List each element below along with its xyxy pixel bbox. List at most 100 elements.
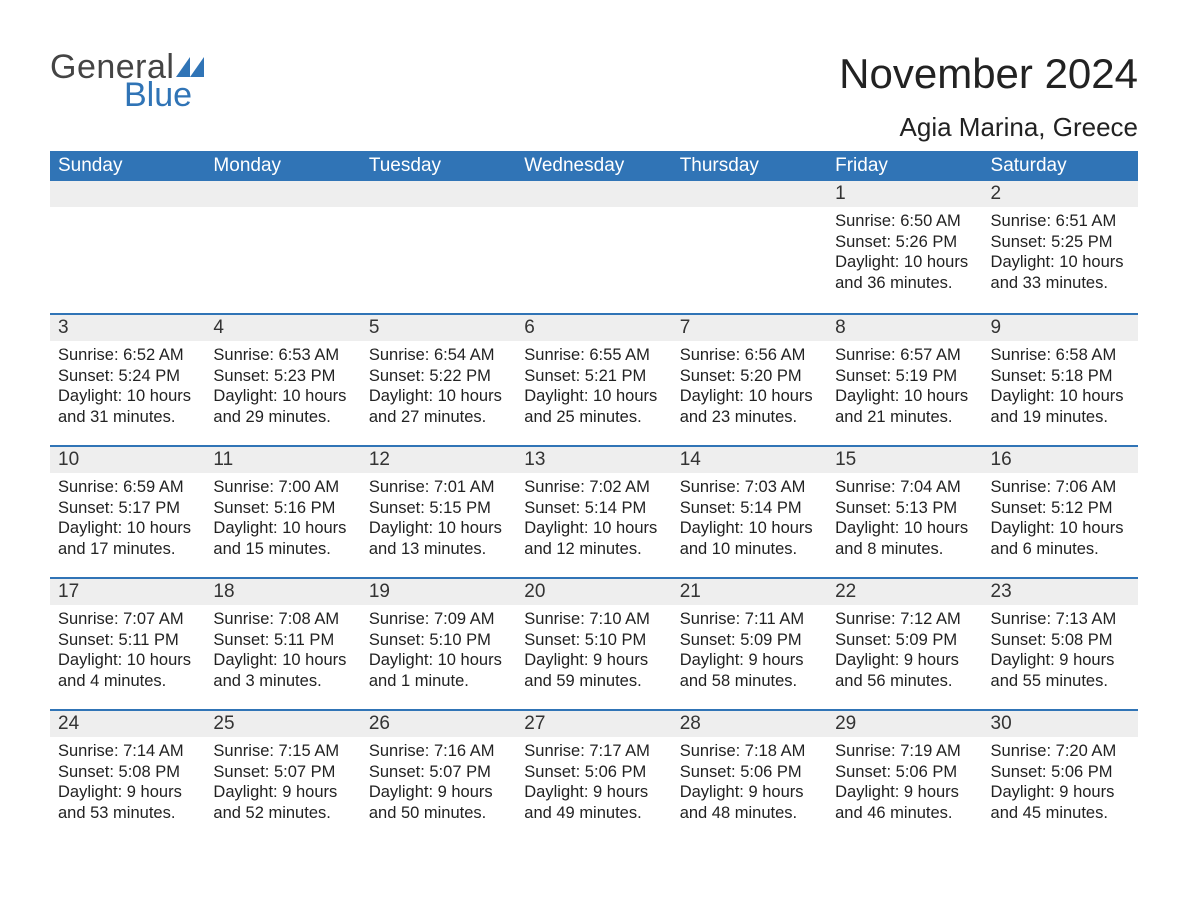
- day-number: 29: [827, 709, 982, 737]
- day-details: Sunrise: 7:03 AMSunset: 5:14 PMDaylight:…: [672, 473, 827, 568]
- calendar-cell: 2Sunrise: 6:51 AMSunset: 5:25 PMDaylight…: [983, 181, 1138, 313]
- sunset-line: Sunset: 5:21 PM: [524, 366, 663, 387]
- day-details: Sunrise: 7:09 AMSunset: 5:10 PMDaylight:…: [361, 605, 516, 700]
- sunrise-line: Sunrise: 6:55 AM: [524, 345, 663, 366]
- day-number: 20: [516, 577, 671, 605]
- calendar-cell: 3Sunrise: 6:52 AMSunset: 5:24 PMDaylight…: [50, 313, 205, 445]
- sunset-line: Sunset: 5:08 PM: [58, 762, 197, 783]
- day-details: Sunrise: 7:10 AMSunset: 5:10 PMDaylight:…: [516, 605, 671, 700]
- sunset-line: Sunset: 5:11 PM: [213, 630, 352, 651]
- calendar-cell: [516, 181, 671, 313]
- day-details: Sunrise: 6:55 AMSunset: 5:21 PMDaylight:…: [516, 341, 671, 436]
- calendar-cell: 5Sunrise: 6:54 AMSunset: 5:22 PMDaylight…: [361, 313, 516, 445]
- calendar-cell: [361, 181, 516, 313]
- sunset-line: Sunset: 5:12 PM: [991, 498, 1130, 519]
- calendar-cell: 11Sunrise: 7:00 AMSunset: 5:16 PMDayligh…: [205, 445, 360, 577]
- calendar-cell: 19Sunrise: 7:09 AMSunset: 5:10 PMDayligh…: [361, 577, 516, 709]
- sunrise-line: Sunrise: 6:58 AM: [991, 345, 1130, 366]
- day-details: Sunrise: 6:51 AMSunset: 5:25 PMDaylight:…: [983, 207, 1138, 302]
- daylight-line: Daylight: 10 hours and 10 minutes.: [680, 518, 819, 559]
- sunrise-line: Sunrise: 7:10 AM: [524, 609, 663, 630]
- sunset-line: Sunset: 5:06 PM: [680, 762, 819, 783]
- sunset-line: Sunset: 5:11 PM: [58, 630, 197, 651]
- day-number: 7: [672, 313, 827, 341]
- day-number: 26: [361, 709, 516, 737]
- day-details: Sunrise: 7:14 AMSunset: 5:08 PMDaylight:…: [50, 737, 205, 832]
- daylight-line: Daylight: 9 hours and 58 minutes.: [680, 650, 819, 691]
- sunset-line: Sunset: 5:10 PM: [524, 630, 663, 651]
- weekday-header: Monday: [205, 151, 360, 181]
- sunrise-line: Sunrise: 7:02 AM: [524, 477, 663, 498]
- calendar-cell: 17Sunrise: 7:07 AMSunset: 5:11 PMDayligh…: [50, 577, 205, 709]
- day-details: Sunrise: 6:57 AMSunset: 5:19 PMDaylight:…: [827, 341, 982, 436]
- sunset-line: Sunset: 5:25 PM: [991, 232, 1130, 253]
- sunrise-line: Sunrise: 7:08 AM: [213, 609, 352, 630]
- sunrise-line: Sunrise: 7:19 AM: [835, 741, 974, 762]
- daylight-line: Daylight: 9 hours and 59 minutes.: [524, 650, 663, 691]
- daylight-line: Daylight: 10 hours and 12 minutes.: [524, 518, 663, 559]
- sunset-line: Sunset: 5:14 PM: [680, 498, 819, 519]
- calendar-cell: 27Sunrise: 7:17 AMSunset: 5:06 PMDayligh…: [516, 709, 671, 841]
- sunset-line: Sunset: 5:14 PM: [524, 498, 663, 519]
- day-number: 15: [827, 445, 982, 473]
- day-details: Sunrise: 6:56 AMSunset: 5:20 PMDaylight:…: [672, 341, 827, 436]
- calendar-cell: 26Sunrise: 7:16 AMSunset: 5:07 PMDayligh…: [361, 709, 516, 841]
- location-subtitle: Agia Marina, Greece: [839, 112, 1138, 143]
- sunrise-line: Sunrise: 7:12 AM: [835, 609, 974, 630]
- sunrise-line: Sunrise: 7:16 AM: [369, 741, 508, 762]
- sunset-line: Sunset: 5:07 PM: [213, 762, 352, 783]
- weekday-header: Wednesday: [516, 151, 671, 181]
- day-number: 22: [827, 577, 982, 605]
- calendar-cell: 10Sunrise: 6:59 AMSunset: 5:17 PMDayligh…: [50, 445, 205, 577]
- day-number: 23: [983, 577, 1138, 605]
- sunrise-line: Sunrise: 7:07 AM: [58, 609, 197, 630]
- daylight-line: Daylight: 10 hours and 19 minutes.: [991, 386, 1130, 427]
- day-number: 4: [205, 313, 360, 341]
- day-details: Sunrise: 6:50 AMSunset: 5:26 PMDaylight:…: [827, 207, 982, 302]
- sunrise-line: Sunrise: 6:56 AM: [680, 345, 819, 366]
- day-number: 6: [516, 313, 671, 341]
- calendar-cell: [50, 181, 205, 313]
- daylight-line: Daylight: 10 hours and 1 minute.: [369, 650, 508, 691]
- weekday-header: Sunday: [50, 151, 205, 181]
- calendar-cell: 24Sunrise: 7:14 AMSunset: 5:08 PMDayligh…: [50, 709, 205, 841]
- daylight-line: Daylight: 10 hours and 23 minutes.: [680, 386, 819, 427]
- weekday-header: Friday: [827, 151, 982, 181]
- daylight-line: Daylight: 9 hours and 49 minutes.: [524, 782, 663, 823]
- day-details: Sunrise: 7:20 AMSunset: 5:06 PMDaylight:…: [983, 737, 1138, 832]
- day-details: Sunrise: 7:19 AMSunset: 5:06 PMDaylight:…: [827, 737, 982, 832]
- calendar-cell: 14Sunrise: 7:03 AMSunset: 5:14 PMDayligh…: [672, 445, 827, 577]
- day-details: Sunrise: 7:16 AMSunset: 5:07 PMDaylight:…: [361, 737, 516, 832]
- daylight-line: Daylight: 10 hours and 21 minutes.: [835, 386, 974, 427]
- daylight-line: Daylight: 10 hours and 6 minutes.: [991, 518, 1130, 559]
- day-details: Sunrise: 7:18 AMSunset: 5:06 PMDaylight:…: [672, 737, 827, 832]
- daylight-line: Daylight: 9 hours and 53 minutes.: [58, 782, 197, 823]
- day-number: 12: [361, 445, 516, 473]
- calendar-cell: 30Sunrise: 7:20 AMSunset: 5:06 PMDayligh…: [983, 709, 1138, 841]
- sunset-line: Sunset: 5:07 PM: [369, 762, 508, 783]
- calendar-cell: 9Sunrise: 6:58 AMSunset: 5:18 PMDaylight…: [983, 313, 1138, 445]
- day-number: 27: [516, 709, 671, 737]
- calendar-cell: 13Sunrise: 7:02 AMSunset: 5:14 PMDayligh…: [516, 445, 671, 577]
- day-details: Sunrise: 7:15 AMSunset: 5:07 PMDaylight:…: [205, 737, 360, 832]
- day-number: 17: [50, 577, 205, 605]
- day-number: 28: [672, 709, 827, 737]
- sunrise-line: Sunrise: 7:14 AM: [58, 741, 197, 762]
- daylight-line: Daylight: 10 hours and 17 minutes.: [58, 518, 197, 559]
- daylight-line: Daylight: 9 hours and 46 minutes.: [835, 782, 974, 823]
- day-number: 14: [672, 445, 827, 473]
- day-details: Sunrise: 7:08 AMSunset: 5:11 PMDaylight:…: [205, 605, 360, 700]
- day-number: 5: [361, 313, 516, 341]
- sunrise-line: Sunrise: 7:11 AM: [680, 609, 819, 630]
- sunrise-line: Sunrise: 6:50 AM: [835, 211, 974, 232]
- day-number: 21: [672, 577, 827, 605]
- day-number: 10: [50, 445, 205, 473]
- day-number: 19: [361, 577, 516, 605]
- logo-text-blue: Blue: [124, 78, 204, 112]
- calendar-cell: [205, 181, 360, 313]
- sunset-line: Sunset: 5:18 PM: [991, 366, 1130, 387]
- calendar-cell: 21Sunrise: 7:11 AMSunset: 5:09 PMDayligh…: [672, 577, 827, 709]
- day-details: Sunrise: 7:06 AMSunset: 5:12 PMDaylight:…: [983, 473, 1138, 568]
- sunrise-line: Sunrise: 7:00 AM: [213, 477, 352, 498]
- sunrise-line: Sunrise: 7:18 AM: [680, 741, 819, 762]
